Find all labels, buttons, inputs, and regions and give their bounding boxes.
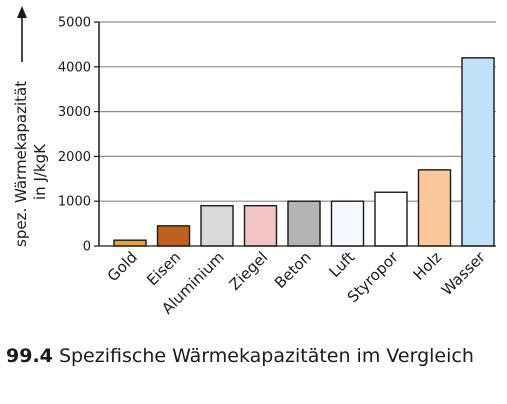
y-axis <box>98 22 496 247</box>
bar-gold <box>113 239 147 247</box>
x-tick-label-ziegel: Ziegel <box>226 248 272 294</box>
figure-caption: 99.4 Spezifische Wärmekapazitäten im Ver… <box>6 344 501 368</box>
figure-caption-text: Spezifische Wärmekapazitäten im Vergleic… <box>58 345 474 367</box>
x-tick-label-gold: Gold <box>104 248 141 285</box>
y-axis-label-arrowhead-icon <box>17 6 27 18</box>
figure-number: 99.4 <box>6 345 53 367</box>
y-tick-label-4000: 4000 <box>58 60 91 75</box>
y-tick-label-2000: 2000 <box>58 150 91 165</box>
x-tick-label-wasser: Wasser <box>438 248 490 300</box>
bar-luft <box>330 200 365 247</box>
y-axis-label: spez. Wärmekapazität in J/kgK <box>12 6 49 247</box>
bar-wasser <box>461 57 495 247</box>
x-tick-label-beton: Beton <box>271 248 315 292</box>
x-tick-label-eisen: Eisen <box>143 248 184 289</box>
bar-eisen <box>156 225 191 247</box>
y-axis-label-line2: in J/kgK <box>31 143 49 200</box>
bars <box>113 57 495 247</box>
y-tick-label-5000: 5000 <box>58 16 91 31</box>
y-tick-label-1000: 1000 <box>58 195 91 210</box>
bar-holz <box>417 169 452 247</box>
y-tick-labels: 0 1000 2000 3000 4000 5000 <box>58 16 99 255</box>
bar-ziegel <box>243 204 278 247</box>
x-tick-label-holz: Holz <box>410 248 446 284</box>
y-tick-label-3000: 3000 <box>58 105 91 120</box>
bar-beton <box>287 200 321 247</box>
x-tick-label-luft: Luft <box>325 248 358 281</box>
y-tick-label-0: 0 <box>83 240 91 255</box>
bar-aluminium <box>200 204 234 247</box>
y-axis-label-line1: spez. Wärmekapazität <box>12 81 30 247</box>
bar-styropor <box>374 191 408 247</box>
